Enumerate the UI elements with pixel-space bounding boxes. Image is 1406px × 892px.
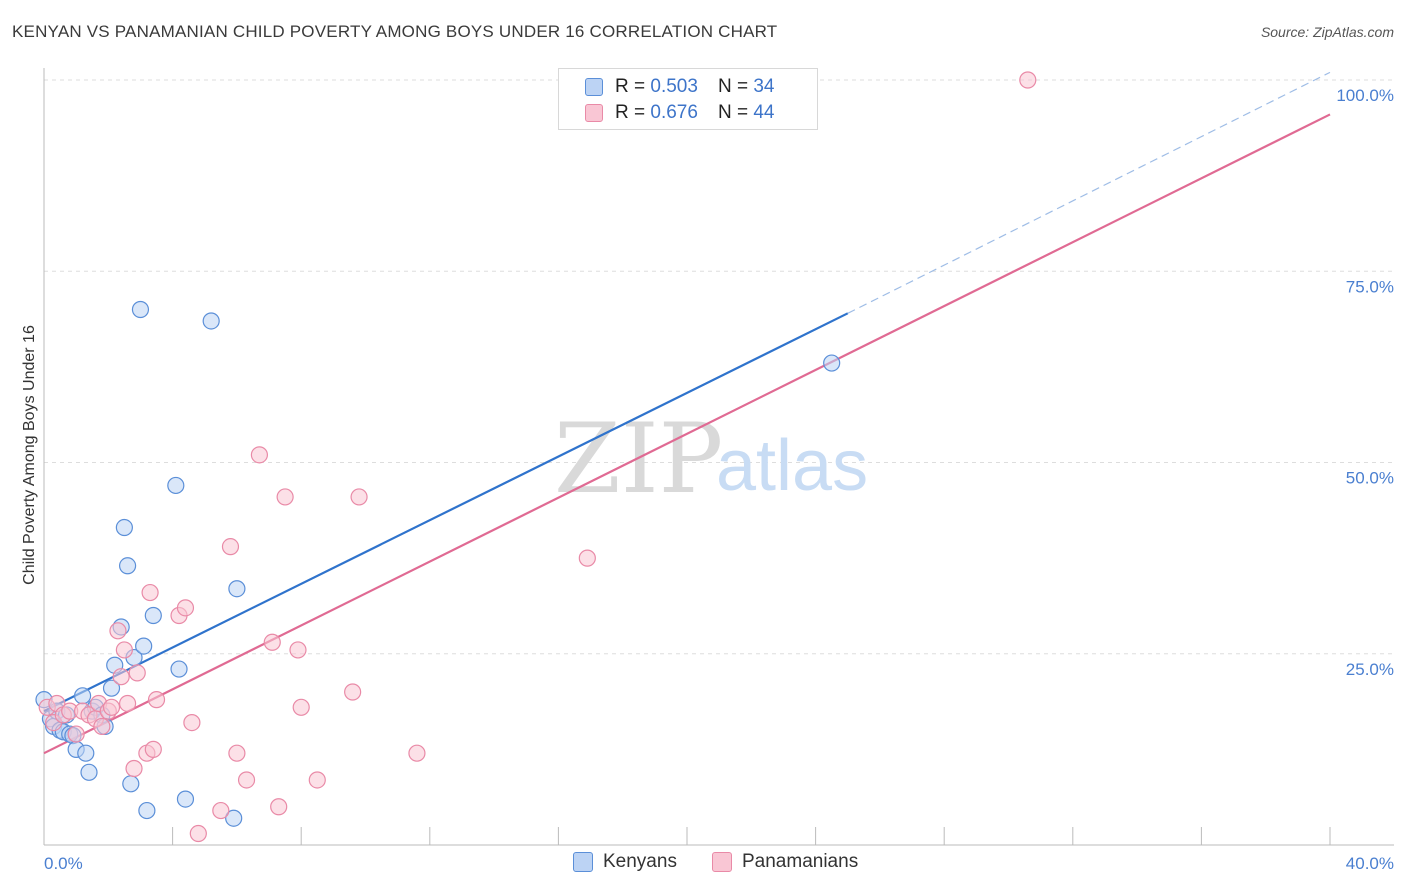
point-kenyans	[80, 763, 98, 781]
legend-r-value: 0.503	[650, 76, 698, 97]
point-kenyans	[77, 744, 95, 762]
point-kenyans	[144, 606, 162, 625]
point-kenyans	[102, 679, 121, 697]
point-kenyans	[228, 580, 246, 598]
grid-lines	[44, 79, 1394, 655]
trend-line-kenyans	[43, 312, 849, 713]
legend-row-panamanians: R = 0.676 N = 44	[585, 101, 774, 125]
point-panamanians	[408, 744, 426, 762]
point-panamanians	[237, 771, 256, 789]
legend-swatch-kenyans	[585, 78, 603, 96]
trend-lines	[43, 71, 1331, 755]
point-panamanians	[112, 668, 130, 686]
point-panamanians	[276, 488, 294, 506]
point-panamanians	[118, 694, 137, 713]
point-panamanians	[189, 824, 207, 843]
legend-swatch-kenyans	[573, 852, 593, 872]
point-panamanians	[292, 698, 310, 716]
point-panamanians	[176, 599, 195, 617]
watermark: ZIP atlas	[554, 403, 868, 515]
point-panamanians	[212, 801, 230, 820]
legend-n-value: 44	[753, 102, 775, 123]
point-panamanians	[350, 488, 368, 506]
point-kenyans	[167, 476, 185, 495]
legend-item-panamanians: Panamanians	[712, 851, 858, 873]
point-panamanians	[125, 759, 143, 778]
legend-swatch-panamanians	[712, 852, 732, 872]
point-kenyans	[73, 687, 92, 705]
point-panamanians	[270, 798, 288, 816]
point-panamanians	[93, 717, 111, 736]
watermark-atlas: atlas	[716, 426, 868, 506]
legend-n-value: 34	[753, 76, 775, 97]
point-kenyans	[115, 518, 133, 537]
series-legend: Kenyans Panamanians	[0, 851, 1406, 877]
point-panamanians	[221, 538, 240, 556]
x-tick-labels: 0.0% 40.0%	[44, 854, 1394, 873]
legend-n-label: N =	[717, 76, 749, 97]
stats-legend: R = 0.503 N = 34 R = 0.676 N = 44	[558, 68, 818, 130]
point-panamanians	[578, 549, 596, 567]
x-tick-label: 40.0%	[1346, 854, 1394, 873]
legend-item-kenyans: Kenyans	[573, 851, 677, 873]
point-panamanians	[250, 446, 269, 464]
point-kenyans	[202, 312, 220, 330]
point-panamanians	[183, 713, 201, 732]
point-panamanians	[67, 725, 85, 743]
point-panamanians	[115, 641, 133, 659]
point-panamanians	[109, 622, 127, 640]
point-panamanians	[228, 744, 246, 762]
point-kenyans	[118, 557, 137, 575]
y-tick-labels: 25.0% 50.0% 75.0% 100.0%	[1336, 86, 1394, 679]
point-kenyans	[138, 801, 156, 820]
data-points	[35, 71, 1037, 843]
point-panamanians	[289, 641, 307, 659]
point-kenyans	[176, 790, 195, 808]
trend-line-panamanians	[43, 113, 1331, 755]
point-panamanians	[1019, 71, 1037, 89]
source-label: Source: ZipAtlas.com	[1260, 24, 1394, 40]
trend-line-extension-kenyans	[847, 71, 1331, 314]
point-panamanians	[308, 771, 326, 789]
legend-label-kenyans: Kenyans	[603, 851, 677, 872]
y-tick-label: 100.0%	[1336, 86, 1394, 105]
point-kenyans	[225, 809, 243, 827]
point-kenyans	[170, 660, 188, 678]
point-panamanians	[102, 698, 121, 716]
point-kenyans	[823, 354, 841, 372]
chart-title: KENYAN VS PANAMANIAN CHILD POVERTY AMONG…	[12, 22, 778, 41]
y-tick-label: 50.0%	[1346, 469, 1394, 488]
legend-r-label: R =	[615, 76, 646, 97]
legend-n-label: N =	[717, 102, 749, 123]
point-kenyans	[122, 775, 140, 793]
legend-row-kenyans: R = 0.503 N = 34	[585, 75, 774, 99]
point-kenyans	[131, 300, 150, 319]
point-panamanians	[141, 583, 159, 602]
legend-swatch-panamanians	[585, 104, 603, 122]
legend-r-value: 0.676	[650, 102, 698, 123]
y-tick-label: 25.0%	[1346, 660, 1394, 679]
point-panamanians	[263, 633, 281, 651]
point-panamanians	[144, 740, 162, 758]
point-panamanians	[128, 664, 146, 682]
y-tick-label: 75.0%	[1346, 277, 1394, 296]
y-axis-label: Child Poverty Among Boys Under 16	[21, 325, 38, 585]
legend-label-panamanians: Panamanians	[742, 851, 859, 872]
point-panamanians	[344, 683, 362, 701]
x-tick-label: 0.0%	[44, 854, 83, 873]
legend-r-label: R =	[615, 102, 646, 123]
point-panamanians	[147, 691, 166, 709]
point-kenyans	[135, 637, 153, 655]
